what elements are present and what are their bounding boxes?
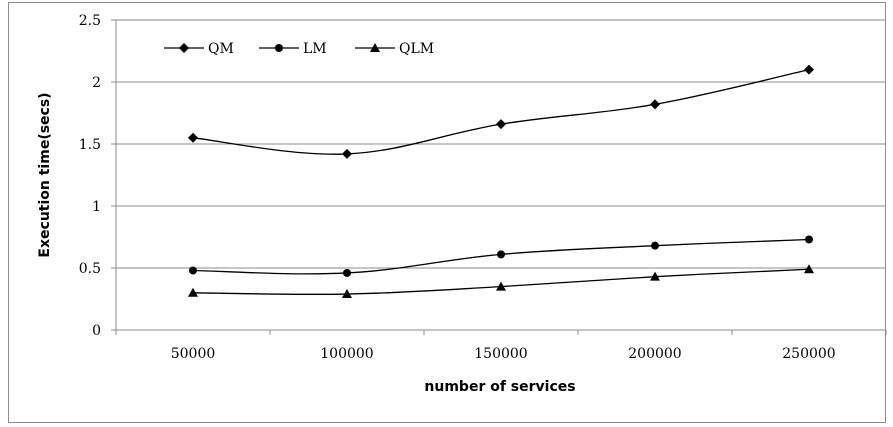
series-qlm-point	[188, 287, 198, 297]
legend-item-lm: LM	[259, 41, 327, 57]
y-tick-label: 0.5	[79, 261, 101, 277]
series-lm-point	[343, 268, 351, 277]
legend-qm-label: QM	[208, 41, 234, 57]
legend-lm-label: LM	[303, 41, 327, 57]
y-axis-label: Execution time(secs)	[37, 92, 53, 257]
series-lm-point	[651, 241, 659, 250]
x-tick-label: 250000	[782, 346, 835, 362]
y-tick-label: 0	[92, 323, 101, 339]
series-qlm	[188, 264, 814, 299]
legend-qlm-marker	[370, 43, 380, 52]
legend-lm-marker	[275, 44, 283, 52]
legend-item-qm: QM	[164, 41, 234, 57]
series-qm-point	[496, 119, 506, 130]
y-tick-label: 1.5	[79, 137, 101, 153]
series-qm-point	[188, 132, 198, 143]
y-tick-label: 2	[92, 75, 101, 91]
chart-frame	[8, 2, 886, 423]
x-tick-label: 150000	[474, 346, 527, 362]
x-tick-label: 50000	[171, 346, 216, 362]
x-axis-label: number of services	[424, 379, 575, 395]
legend-qlm-label: QLM	[399, 41, 434, 57]
legend: QM LM QLM	[164, 41, 434, 57]
series-qm	[188, 64, 814, 159]
series-qm-point	[342, 148, 352, 159]
series-layer	[188, 64, 814, 299]
x-axis-ticks: 50000 100000 150000 200000 250000	[115, 330, 887, 362]
gridlines	[116, 19, 886, 269]
series-qlm-point	[342, 289, 352, 299]
series-qm-point	[804, 64, 814, 75]
series-lm-point	[497, 250, 505, 259]
x-tick-label: 100000	[320, 346, 373, 362]
legend-item-qlm: QLM	[355, 41, 434, 57]
y-tick-label: 1	[92, 199, 101, 215]
series-qlm-point	[496, 281, 506, 291]
y-axis-ticks: 0 0.5 1 1.5 2 2.5	[79, 13, 116, 339]
legend-qm-marker	[179, 43, 189, 53]
series-lm-point	[189, 266, 197, 275]
series-lm	[189, 235, 813, 277]
series-lm-point	[805, 235, 813, 244]
x-tick-label: 200000	[628, 346, 681, 362]
axes	[115, 20, 886, 331]
series-qlm-point	[804, 264, 814, 274]
series-qm-point	[650, 99, 660, 110]
series-qlm-point	[650, 271, 660, 281]
y-tick-label: 2.5	[79, 13, 101, 29]
